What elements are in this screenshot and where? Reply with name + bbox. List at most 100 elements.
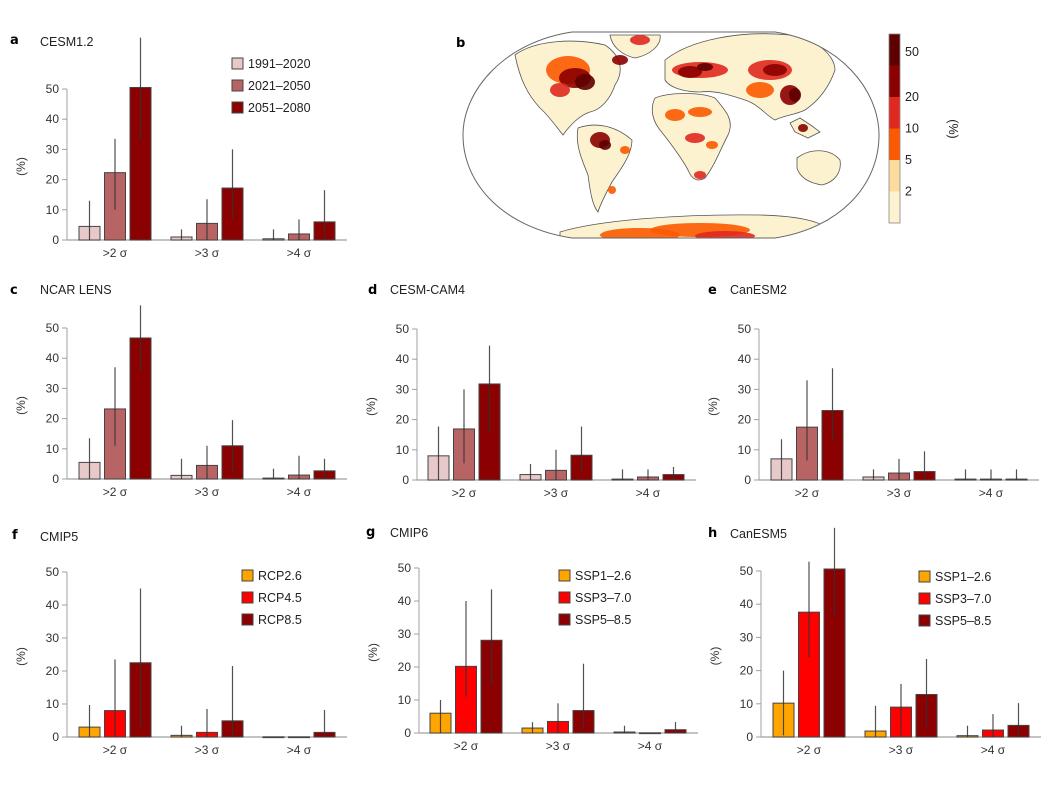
legend-label: SSP1–2.6: [575, 569, 631, 583]
y-tick-label: 10: [46, 203, 60, 217]
y-axis-label: (%): [14, 396, 28, 415]
panel-title: CanESM2: [730, 283, 787, 297]
legend-label: SSP5–8.5: [575, 613, 631, 627]
y-tick-label: 10: [396, 443, 410, 457]
y-axis-label: (%): [14, 157, 28, 176]
legend-label: SSP3–7.0: [935, 592, 991, 606]
panel-d: d CESM-CAM4 0 10 20 30 40 50 (%) >2 σ >3 σ >4 σ: [364, 283, 696, 500]
x-tick-label: >2 σ: [795, 486, 820, 500]
hotspot: [620, 146, 630, 154]
y-tick-label: 10: [46, 697, 60, 711]
y-tick-label: 20: [46, 173, 60, 187]
legend-label: SSP1–2.6: [935, 570, 991, 584]
y-tick-label: 30: [396, 382, 410, 396]
y-tick-label: 40: [46, 112, 60, 126]
panel-title: NCAR LENS: [40, 283, 112, 297]
legend-label: 2051–2080: [248, 101, 311, 115]
legend-label: 2021–2050: [248, 79, 311, 93]
x-tick-label: >3 σ: [195, 743, 220, 757]
colorbar-segment: [889, 128, 900, 160]
bar-f-2-1: [288, 736, 310, 739]
legend-swatch: [241, 569, 254, 582]
hotspot: [599, 140, 611, 150]
y-tick-label: 10: [398, 693, 412, 707]
y-tick-label: 20: [740, 664, 754, 678]
y-tick-label: 30: [46, 142, 60, 156]
panel-title: CMIP5: [40, 530, 78, 544]
legend-label: RCP4.5: [258, 591, 302, 605]
bar-g-2-1: [639, 732, 661, 735]
y-tick-label: 20: [738, 413, 752, 427]
y-tick-label: 0: [52, 472, 59, 486]
x-tick-label: >3 σ: [546, 739, 571, 753]
panel-letter: e: [708, 283, 717, 298]
y-tick-label: 50: [398, 561, 412, 575]
colorbar-tick-label: 10: [905, 122, 919, 136]
y-axis-label: (%): [364, 397, 378, 416]
y-axis-label: (%): [14, 647, 28, 666]
x-tick-label: >4 σ: [636, 486, 661, 500]
y-tick-label: 0: [52, 730, 59, 744]
y-tick-label: 40: [740, 597, 754, 611]
legend-label: RCP8.5: [258, 613, 302, 627]
colorbar-tick-label: 20: [905, 90, 919, 104]
x-tick-label: >2 σ: [797, 743, 822, 757]
panel-c: c NCAR LENS 0 10 20 30 40 50 (%) >2 σ >3 σ >4 σ: [10, 283, 347, 499]
y-tick-label: 40: [46, 351, 60, 365]
panel-a: a CESM1.2 0 10 20 30 40 50 (%) >2 σ >3 σ >4 σ 1991–2…: [10, 33, 347, 260]
hotspot: [695, 231, 755, 238]
y-tick-label: 50: [46, 321, 60, 335]
y-tick-label: 10: [46, 442, 60, 456]
hotspot: [575, 74, 595, 90]
colorbar-segment: [889, 65, 900, 97]
x-tick-label: >4 σ: [287, 743, 312, 757]
hotspot: [665, 109, 685, 121]
legend-swatch: [918, 570, 931, 583]
y-tick-label: 20: [46, 664, 60, 678]
map-area: [463, 32, 879, 238]
x-tick-label: >4 σ: [981, 743, 1006, 757]
x-tick-label: >4 σ: [979, 486, 1004, 500]
hotspot: [763, 64, 787, 76]
y-tick-label: 0: [404, 726, 411, 740]
x-tick-label: >2 σ: [103, 246, 128, 260]
panel-title: CESM1.2: [40, 35, 94, 49]
x-tick-label: >2 σ: [103, 743, 128, 757]
y-axis-label: (%): [366, 643, 380, 662]
x-tick-label: >3 σ: [887, 486, 912, 500]
y-tick-label: 50: [738, 322, 752, 336]
y-tick-label: 30: [740, 630, 754, 644]
hotspot: [697, 63, 713, 71]
y-tick-label: 10: [738, 443, 752, 457]
y-tick-label: 10: [740, 697, 754, 711]
bar-f-2-0: [262, 736, 285, 739]
y-tick-label: 30: [398, 627, 412, 641]
y-tick-label: 20: [398, 660, 412, 674]
legend-swatch: [241, 591, 254, 604]
legend-label: 1991–2020: [248, 57, 311, 71]
legend-swatch: [558, 569, 571, 582]
panel-title: CESM-CAM4: [390, 283, 465, 297]
colorbar-label: (%): [946, 119, 960, 138]
y-tick-label: 40: [46, 598, 60, 612]
colorbar-outline: [888, 33, 901, 224]
x-tick-label: >4 σ: [287, 485, 312, 499]
hotspot: [685, 133, 705, 143]
x-tick-label: >3 σ: [195, 246, 220, 260]
panel-g: g CMIP6 0 10 20 30 40 50 (%) >2 σ >3 σ >4 σ SSP1–2.6…: [366, 525, 698, 753]
legend-swatch: [241, 613, 254, 626]
colorbar-segment: [889, 34, 900, 66]
y-tick-label: 50: [740, 564, 754, 578]
panel-e: e CanESM2 0 10 20 30 40 50 (%) >2 σ >3 σ >4 σ: [706, 283, 1039, 500]
y-tick-label: 50: [46, 565, 60, 579]
x-tick-label: >2 σ: [103, 485, 128, 499]
panel-letter: f: [12, 528, 18, 543]
hotspot: [630, 35, 650, 45]
x-tick-label: >4 σ: [638, 739, 663, 753]
panel-letter: h: [708, 526, 717, 541]
y-tick-label: 50: [46, 82, 60, 96]
panel-letter: g: [366, 525, 375, 540]
map-frame: [462, 31, 880, 239]
hotspot: [550, 83, 570, 97]
y-tick-label: 0: [402, 473, 409, 487]
